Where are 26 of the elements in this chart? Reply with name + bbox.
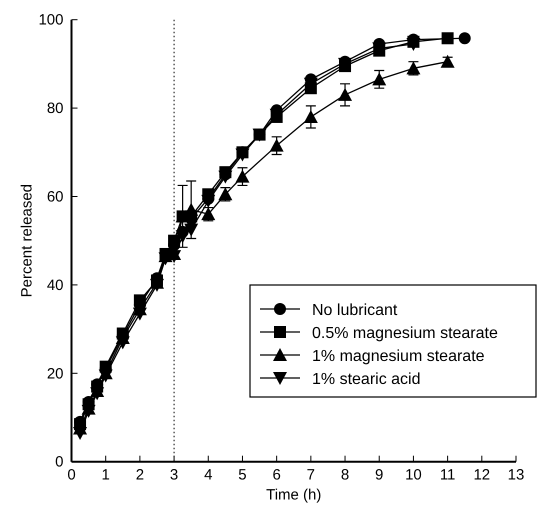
x-tick-label: 12 (473, 466, 490, 484)
y-tick-label: 100 (38, 12, 64, 29)
x-tick-label: 0 (67, 466, 76, 484)
x-tick-label: 9 (375, 466, 384, 484)
x-tick-label: 11 (440, 466, 456, 484)
legend-label: 1% stearic acid (312, 371, 420, 388)
x-tick-label: 5 (238, 466, 247, 484)
x-tick-label: 2 (136, 466, 144, 484)
y-tick-label: 40 (46, 276, 64, 294)
y-axis-title: Percent released (18, 184, 36, 298)
y-tick-label: 0 (55, 454, 64, 471)
x-tick-label: 4 (204, 466, 212, 484)
x-axis-title: Time (h) (266, 486, 322, 504)
x-tick-label: 7 (306, 466, 316, 484)
x-tick-label: 3 (170, 466, 178, 484)
y-tick-label: 60 (46, 188, 64, 206)
x-tick-label: 6 (272, 466, 281, 484)
x-tick-label: 10 (405, 466, 422, 484)
legend-label: 1% magnesium stearate (312, 348, 485, 365)
legend-label: 0.5% magnesium stearate (312, 325, 498, 342)
y-tick-label: 80 (46, 100, 64, 118)
legend-label: No lubricant (312, 302, 398, 319)
x-tick-label: 13 (508, 466, 524, 484)
y-tick-label: 20 (46, 365, 64, 382)
x-tick-label: 1 (102, 466, 110, 484)
x-tick-label: 8 (340, 466, 350, 484)
